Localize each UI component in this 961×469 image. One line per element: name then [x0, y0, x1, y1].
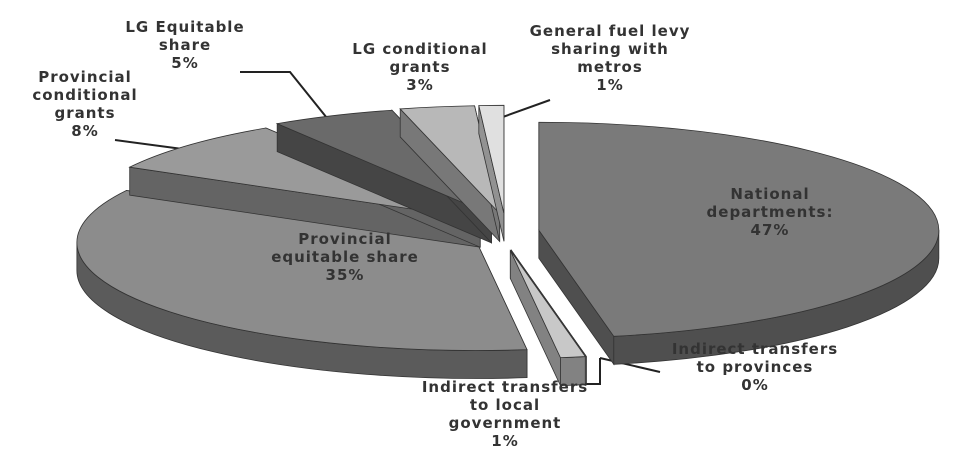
slice-label: Indirect transfers to provinces 0%	[670, 340, 840, 394]
category-label: National departments:	[706, 185, 834, 221]
slice	[399, 105, 501, 215]
value-label: 1%	[491, 432, 519, 450]
value-label: 5%	[171, 54, 199, 72]
slice-label: Provincial conditional grants 8%	[0, 68, 170, 140]
value-label: 47%	[750, 221, 790, 239]
slice	[478, 104, 505, 214]
value-label: 1%	[596, 76, 624, 94]
slice	[538, 121, 940, 337]
leader-line	[240, 71, 336, 129]
slice-label: LG Equitable share 5%	[100, 18, 270, 72]
slice	[511, 250, 587, 357]
slice	[275, 109, 492, 216]
category-label: LG conditional grants	[352, 40, 488, 76]
leader-line	[499, 99, 551, 119]
slice-label: LG conditional grants 3%	[335, 40, 505, 94]
slice-label: National departments: 47%	[685, 185, 855, 239]
category-label: Indirect transfers to provinces	[671, 340, 839, 376]
category-label: General fuel levy sharing with metros	[529, 22, 691, 76]
category-label: Provincial equitable share	[271, 230, 419, 266]
value-label: 0%	[741, 376, 769, 394]
leader-line	[599, 357, 661, 373]
slice	[76, 190, 528, 351]
slice-label: General fuel levy sharing with metros 1%	[525, 22, 695, 94]
category-label: Provincial conditional grants	[32, 68, 138, 122]
category-label: LG Equitable share	[125, 18, 245, 54]
value-label: 35%	[325, 266, 365, 284]
value-label: 8%	[71, 122, 99, 140]
slice	[509, 250, 587, 359]
slice-label: Provincial equitable share 35%	[260, 230, 430, 284]
category-label: Indirect transfers to local government	[421, 378, 589, 432]
slice-label: Indirect transfers to local government 1%	[420, 378, 590, 450]
value-label: 3%	[406, 76, 434, 94]
